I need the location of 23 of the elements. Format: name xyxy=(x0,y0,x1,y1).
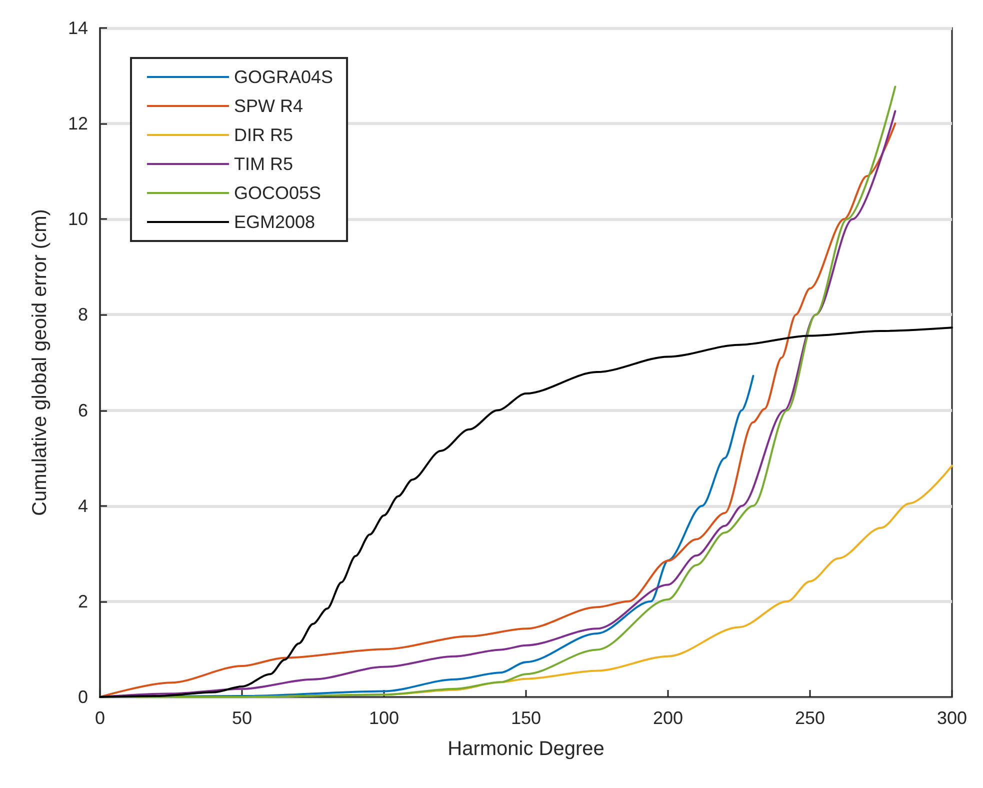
y-tick-label: 8 xyxy=(78,304,88,325)
y-tick-label: 14 xyxy=(68,18,88,38)
y-tick-label: 10 xyxy=(68,209,88,230)
y-tick-label: 12 xyxy=(68,114,88,134)
x-tick-label: 100 xyxy=(368,708,400,728)
y-tick-label: 0 xyxy=(78,687,88,707)
x-axis-title: Harmonic Degree xyxy=(448,738,604,760)
x-tick-label: 200 xyxy=(652,708,684,728)
legend-label: SPW R4 xyxy=(234,96,304,116)
x-tick-label: 250 xyxy=(794,708,826,728)
x-tick-label: 300 xyxy=(936,708,968,728)
x-tick-label: 150 xyxy=(510,708,542,728)
y-axis-title: Cumulative global geoid error (cm) xyxy=(29,209,51,516)
legend-label: DIR R5 xyxy=(234,125,294,145)
y-tick-label: 4 xyxy=(78,496,88,516)
x-tick-label: 0 xyxy=(94,708,106,728)
legend-label: TIM R5 xyxy=(234,154,294,174)
y-tick-label: 2 xyxy=(78,591,88,612)
legend-label: GOCO05S xyxy=(234,183,322,203)
legend-label: EGM2008 xyxy=(234,212,316,232)
legend-label: GOGRA04S xyxy=(234,67,334,87)
y-tick-label: 6 xyxy=(78,400,88,420)
x-tick-label: 50 xyxy=(232,708,252,728)
